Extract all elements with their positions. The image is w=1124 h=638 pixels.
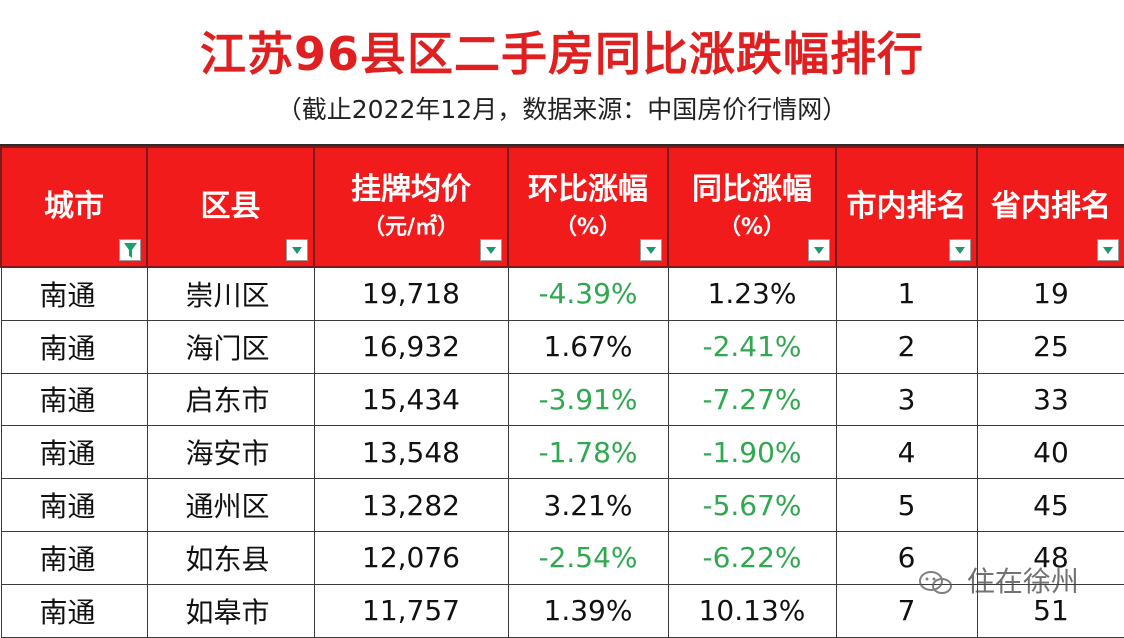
table-row: 南通 启东市 15,434 -3.91% -7.27% 3 33 (0, 372, 1124, 427)
table-row: 南通 如东县 12,076 -2.54% -6.22% 6 48 (0, 530, 1124, 585)
ranking-table: 城市 区县 挂牌均价 （元/㎡） 环比涨幅 （%） (0, 146, 1124, 638)
header-unit: （%） (554, 215, 622, 240)
cell-city: 南通 (0, 425, 148, 480)
cell-province-rank: 45 (976, 478, 1124, 532)
header-unit: （%） (718, 215, 786, 240)
cell-yoy: 10.13% (667, 583, 837, 638)
cell-city: 南通 (0, 583, 148, 638)
cell-province-rank: 51 (976, 583, 1124, 638)
cell-price: 12,076 (313, 530, 509, 585)
cell-city: 南通 (0, 319, 148, 374)
table-row: 南通 海安市 13,548 -1.78% -1.90% 4 40 (0, 425, 1124, 480)
cell-yoy: -6.22% (667, 530, 837, 585)
cell-mom: 3.21% (507, 478, 669, 532)
table-row: 南通 崇川区 19,718 -4.39% 1.23% 1 19 (0, 266, 1124, 321)
col-header-city: 城市 (0, 146, 148, 268)
dropdown-arrow-icon[interactable] (808, 239, 830, 261)
cell-city-rank: 5 (835, 478, 978, 532)
dropdown-arrow-icon[interactable] (286, 239, 308, 261)
table-row: 南通 通州区 13,282 3.21% -5.67% 5 45 (0, 478, 1124, 532)
cell-mom: -1.78% (507, 425, 669, 480)
cell-mom: 1.67% (507, 319, 669, 374)
cell-yoy: -1.90% (667, 425, 837, 480)
cell-price: 16,932 (313, 319, 509, 374)
cell-city: 南通 (0, 478, 148, 532)
cell-price: 13,282 (313, 478, 509, 532)
cell-mom: -3.91% (507, 372, 669, 427)
title-area: 江苏96县区二手房同比涨跌幅排行 （截止2022年12月，数据来源：中国房价行情… (0, 0, 1124, 146)
wechat-icon (918, 570, 954, 596)
col-header-city-rank: 市内排名 (835, 146, 978, 268)
cell-city-rank: 2 (835, 319, 978, 374)
cell-province-rank: 33 (976, 372, 1124, 427)
table-row: 南通 如皋市 11,757 1.39% 10.13% 7 51 (0, 583, 1124, 638)
cell-district: 海门区 (146, 319, 315, 374)
cell-province-rank: 19 (976, 266, 1124, 321)
header-label: 区县 (200, 189, 261, 224)
cell-district: 海安市 (146, 425, 315, 480)
cell-district: 通州区 (146, 478, 315, 532)
page-subtitle: （截止2022年12月，数据来源：中国房价行情网） (276, 95, 848, 124)
table-row: 南通 海门区 16,932 1.67% -2.41% 2 25 (0, 319, 1124, 374)
dropdown-arrow-icon[interactable] (949, 239, 971, 261)
filter-active-icon[interactable] (119, 239, 141, 261)
cell-mom: -2.54% (507, 530, 669, 585)
watermark: 住在徐州 (918, 560, 1118, 600)
cell-mom: 1.39% (507, 583, 669, 638)
header-label: 城市 (44, 189, 104, 224)
header-label: 省内排名 (991, 189, 1111, 224)
cell-city-rank: 1 (835, 266, 978, 321)
header-label: 市内排名 (846, 189, 967, 224)
watermark-text: 住在徐州 (966, 565, 1079, 598)
cell-price: 11,757 (313, 583, 509, 638)
col-header-price: 挂牌均价 （元/㎡） (313, 146, 509, 268)
col-header-province-rank: 省内排名 (976, 146, 1124, 268)
col-header-yoy: 同比涨幅 （%） (667, 146, 837, 268)
cell-price: 19,718 (313, 266, 509, 321)
cell-price: 13,548 (313, 425, 509, 480)
cell-price: 15,434 (313, 372, 509, 427)
cell-city-rank: 3 (835, 372, 978, 427)
cell-city-rank: 4 (835, 425, 978, 480)
cell-district: 启东市 (146, 372, 315, 427)
header-row: 城市 区县 挂牌均价 （元/㎡） 环比涨幅 （%） (0, 146, 1124, 268)
cell-mom: -4.39% (507, 266, 669, 321)
cell-yoy: -2.41% (667, 319, 837, 374)
cell-yoy: -5.67% (667, 478, 837, 532)
cell-district: 如东县 (146, 530, 315, 585)
cell-district: 如皋市 (146, 583, 315, 638)
header-label: 同比涨幅 (692, 172, 812, 207)
dropdown-arrow-icon[interactable] (1097, 239, 1119, 261)
header-label: 环比涨幅 (528, 172, 648, 207)
cell-city: 南通 (0, 530, 148, 585)
cell-yoy: 1.23% (667, 266, 837, 321)
col-header-district: 区县 (146, 146, 315, 268)
cell-city: 南通 (0, 266, 148, 321)
cell-yoy: -7.27% (667, 372, 837, 427)
dropdown-arrow-icon[interactable] (640, 239, 662, 261)
cell-province-rank: 25 (976, 319, 1124, 374)
cell-province-rank: 40 (976, 425, 1124, 480)
dropdown-arrow-icon[interactable] (480, 239, 502, 261)
cell-city-rank: 7 (835, 583, 978, 638)
cell-province-rank: 48 (976, 530, 1124, 585)
page-title: 江苏96县区二手房同比涨跌幅排行 (199, 27, 924, 81)
cell-district: 崇川区 (146, 266, 315, 321)
cell-city: 南通 (0, 372, 148, 427)
header-unit: （元/㎡） (362, 215, 460, 240)
header-label: 挂牌均价 (351, 172, 471, 207)
col-header-mom: 环比涨幅 （%） (507, 146, 669, 268)
